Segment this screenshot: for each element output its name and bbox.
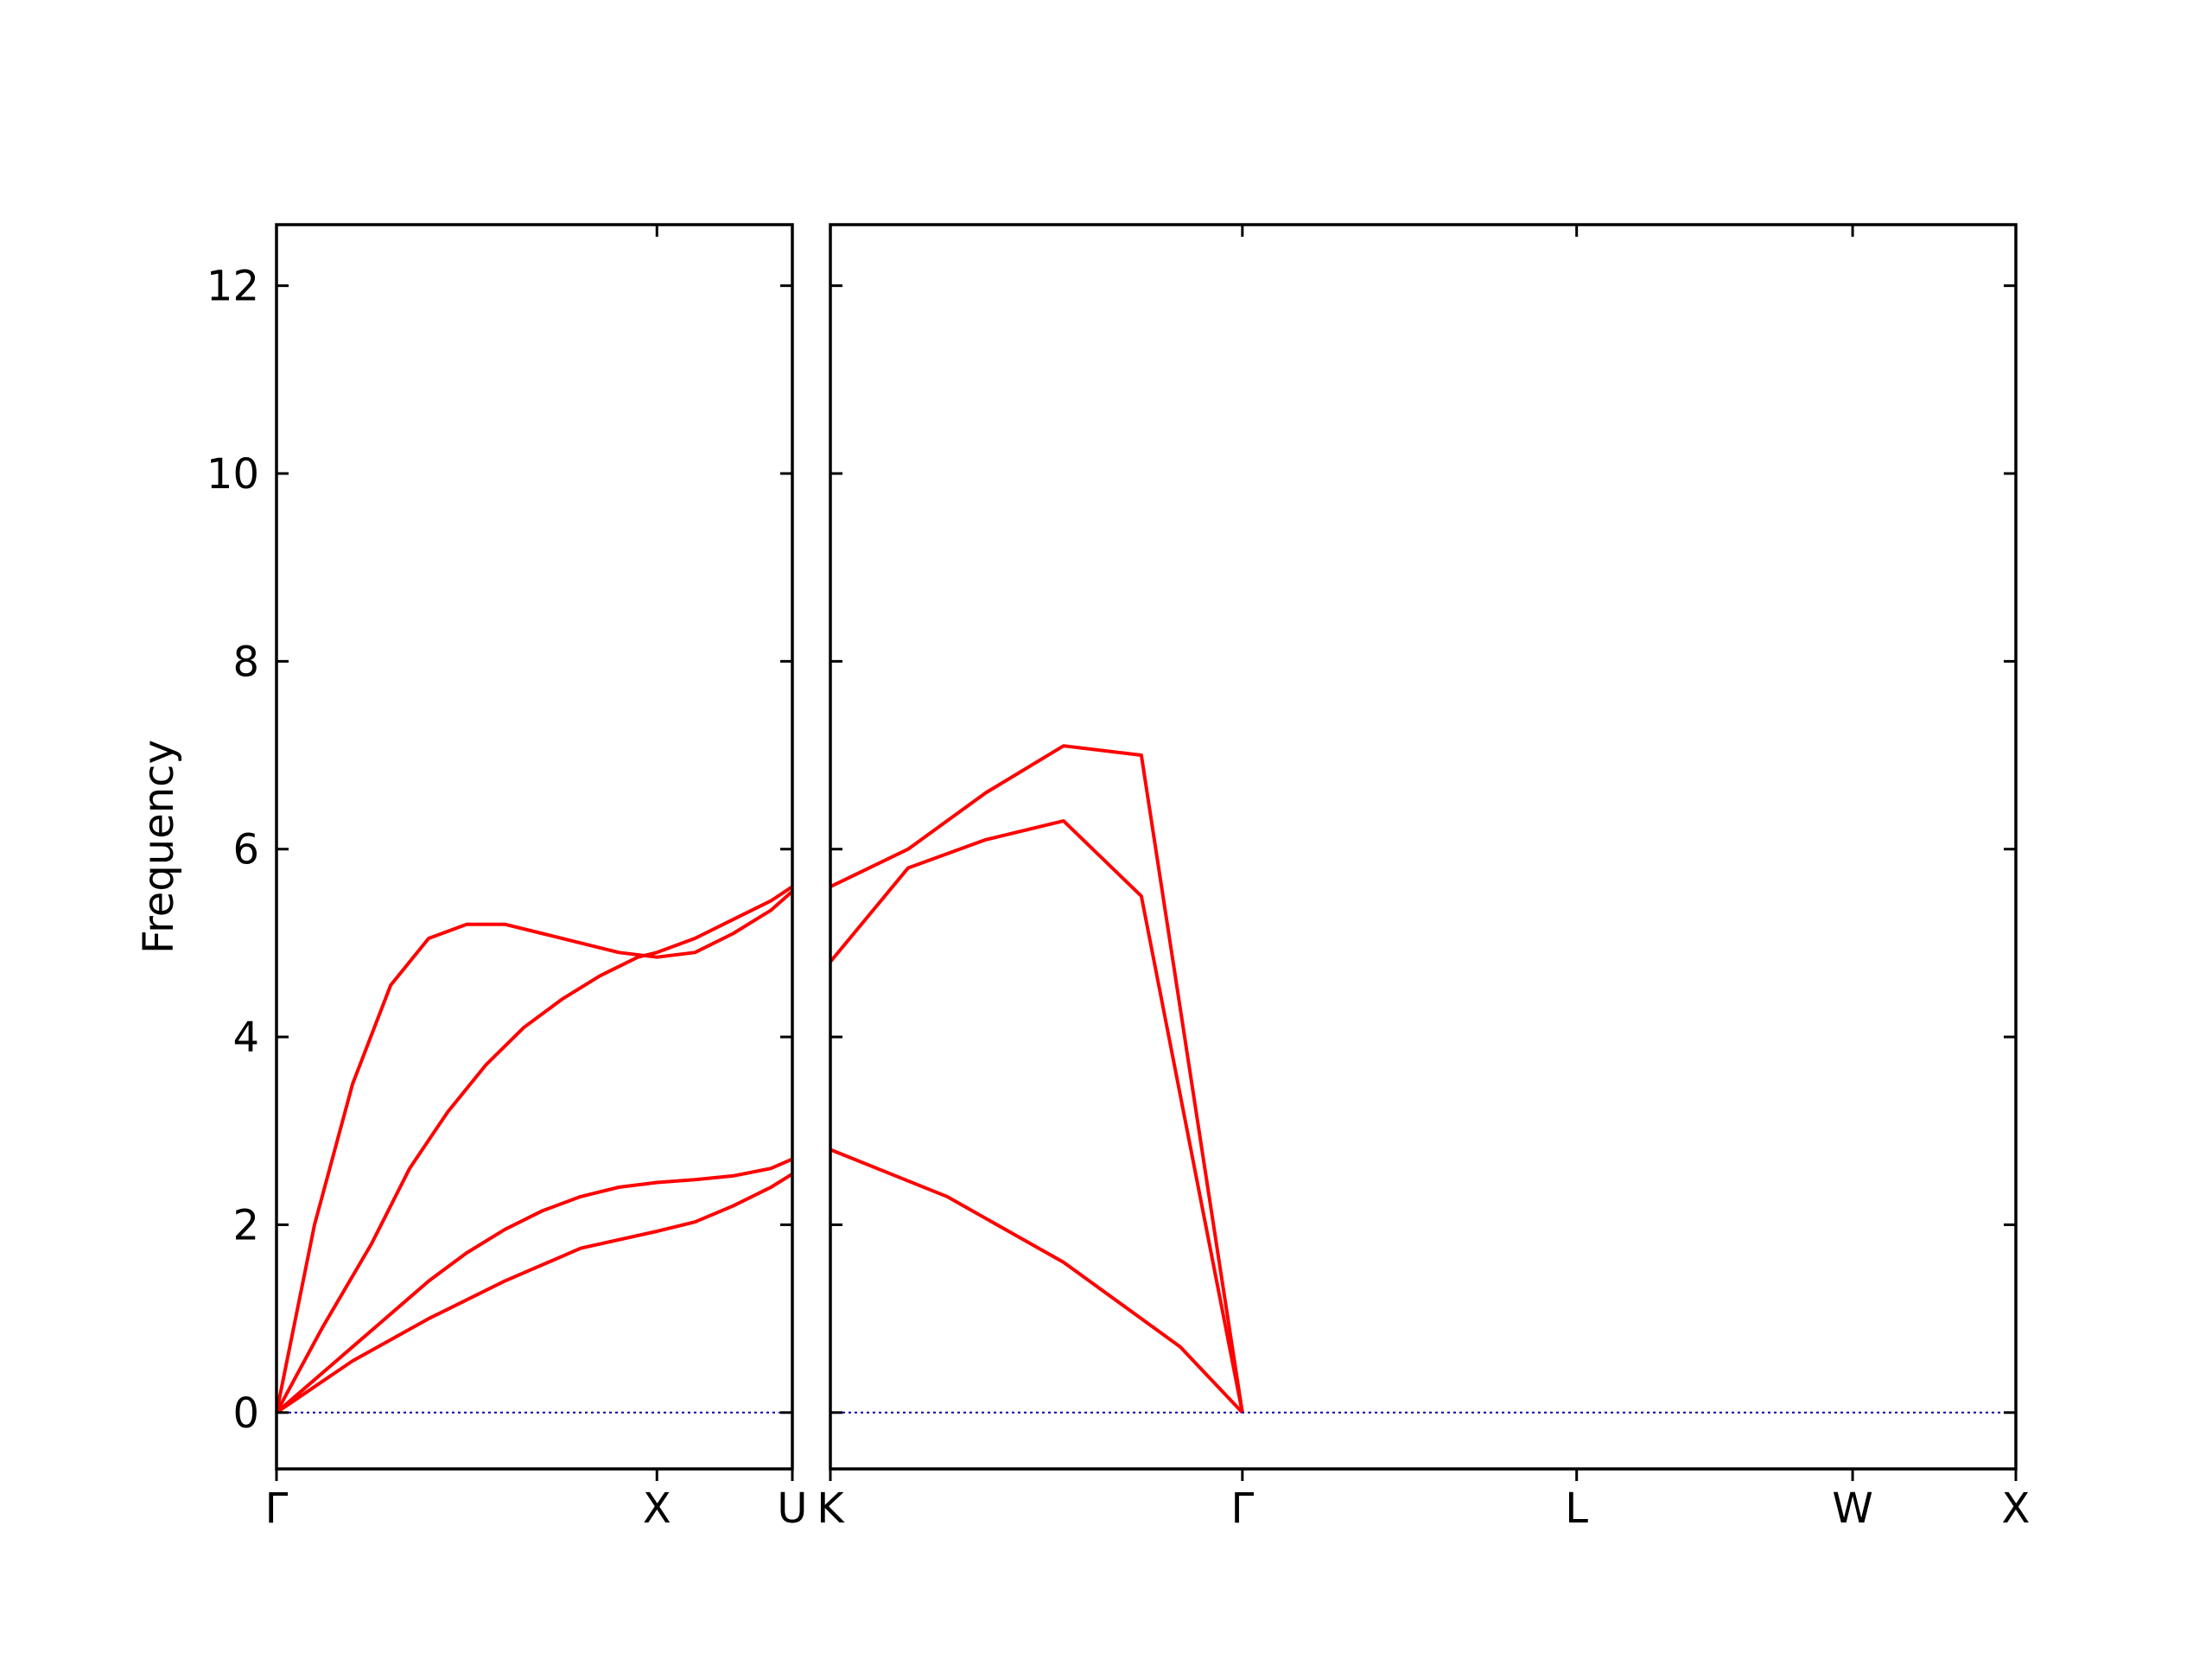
p2-band-1 [829,819,1244,1414]
p1-bands [275,885,794,1414]
p2-xtick-label-2: L [1565,1484,1588,1533]
p2-xtick-label-4: X [2002,1484,2031,1533]
ytick-labels: 0 2 4 6 8 10 12 [207,263,259,1438]
p1-yticks [276,284,792,1414]
p2-xtick-label-3: W [1832,1484,1872,1533]
p1-frame [275,223,794,1471]
p2-band-2 [830,1147,1244,1414]
p1-band-1 [275,890,794,1414]
p1-xtick-label-2: U [777,1484,807,1533]
ytick-label-0: 0 [232,1389,259,1438]
p2-xtick-label-1: Γ [1230,1484,1254,1533]
ytick-label-8: 8 [232,638,259,686]
ytick-label-6: 6 [232,826,259,874]
p2-yticks [830,284,2016,1414]
ytick-label-10: 10 [207,450,259,499]
p1-band-0 [275,885,794,1414]
p2-band-0 [830,744,1244,1414]
p1-band-2 [275,1172,794,1414]
p1-band-3 [275,1157,793,1414]
p1-xtick-label-0: Γ [265,1484,289,1533]
ytick-label-2: 2 [232,1201,259,1249]
p2-bands [829,744,1244,1414]
y-axis-label: Frequency [135,740,183,954]
p2-frame [829,223,2018,1471]
ytick-label-12: 12 [207,263,259,311]
p2-xtick-label-0: K [817,1484,845,1533]
p1-xtick-label-1: X [643,1484,671,1533]
ytick-label-4: 4 [232,1014,259,1062]
